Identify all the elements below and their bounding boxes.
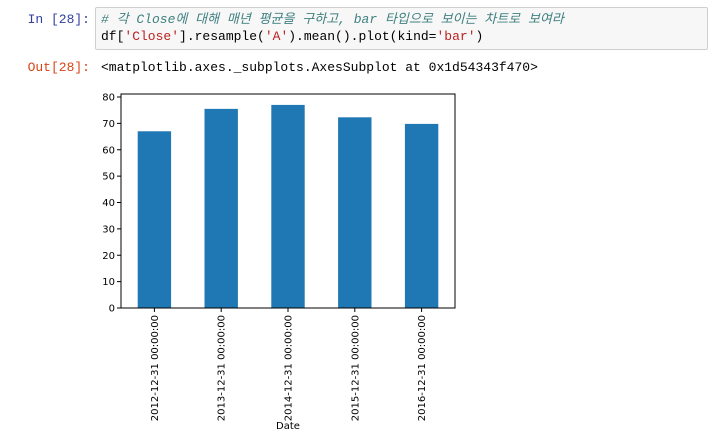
y-tick-label: 60	[102, 145, 115, 156]
x-tick-label: 2013-12-31 00:00:00	[217, 315, 228, 421]
bar	[137, 131, 172, 308]
y-tick-label: 30	[102, 224, 115, 235]
output-prompt: Out[28]:	[27, 60, 90, 75]
bar	[271, 104, 305, 308]
y-tick-label: 10	[102, 277, 115, 288]
plot-frame	[120, 93, 456, 309]
code-comment-line: # 각 Close에 대해 매년 평균을 구하고, bar 타입으로 보이는 차…	[101, 11, 702, 28]
code-string: 'bar'	[436, 29, 476, 44]
bar	[204, 108, 238, 309]
x-tick-label: 2014-12-31 00:00:00	[284, 315, 295, 421]
y-tick-label: 0	[109, 304, 115, 315]
code-string: 'A'	[264, 29, 289, 44]
x-tick-label: 2012-12-31 00:00:00	[150, 315, 161, 421]
y-tick-label: 50	[102, 172, 115, 183]
y-tick-label: 20	[102, 251, 115, 262]
input-prompt: In [28]:	[27, 12, 90, 27]
y-tick-label: 80	[102, 93, 115, 104]
code-part: ].resample(	[179, 29, 265, 44]
y-tick-label: 70	[102, 119, 115, 130]
output-repr-text: <matplotlib.axes._subplots.AxesSubplot a…	[101, 60, 538, 75]
bar	[338, 117, 372, 308]
y-tick-label: 40	[102, 198, 115, 209]
code-input-area[interactable]: # 각 Close에 대해 매년 평균을 구하고, bar 타입으로 보이는 차…	[95, 7, 708, 50]
code-comment: # 각 Close에 대해 매년 평균을 구하고, bar 타입으로 보이는 차…	[101, 12, 564, 27]
bar	[404, 123, 439, 308]
x-tick-label: 2016-12-31 00:00:00	[417, 315, 428, 421]
code-statement-line: df['Close'].resample('A').mean().plot(ki…	[101, 28, 702, 45]
code-part: ).mean().plot(kind=	[288, 29, 437, 44]
x-tick-label: 2015-12-31 00:00:00	[350, 315, 361, 421]
code-string: 'Close'	[124, 29, 180, 44]
x-axis-label: Date	[276, 421, 300, 432]
code-part: df[	[101, 29, 125, 44]
code-part: )	[475, 29, 484, 44]
